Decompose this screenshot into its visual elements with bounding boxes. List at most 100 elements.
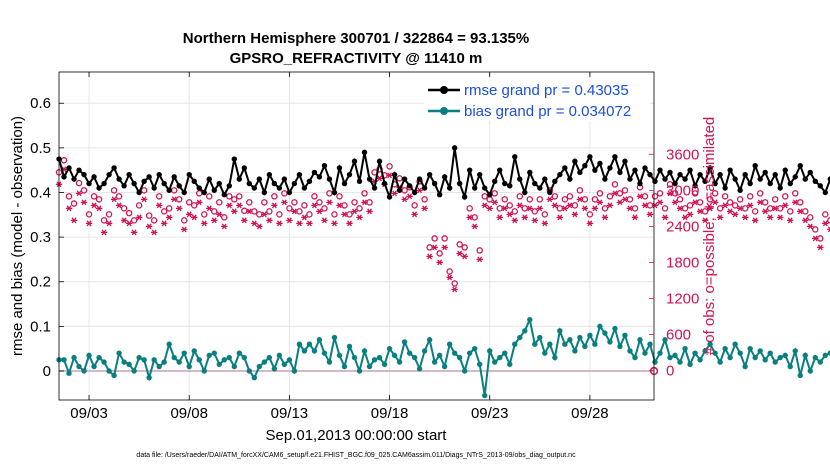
obs-assimilated-point — [616, 199, 624, 206]
obs-assimilated-point — [731, 211, 739, 218]
bias-point — [381, 361, 388, 367]
rmse-point — [96, 185, 102, 191]
bias-point — [371, 357, 378, 363]
obs-assimilated-point — [186, 211, 193, 218]
bias-point — [231, 363, 237, 370]
obs-assimilated-point — [191, 214, 198, 221]
bias-point — [572, 348, 578, 354]
obs-possible-point — [411, 202, 418, 209]
obs-assimilated-point — [311, 202, 318, 209]
rmse-point — [471, 185, 478, 191]
obs-assimilated-point — [782, 202, 789, 209]
rmse-point — [567, 176, 573, 182]
rmse-point — [176, 183, 182, 189]
obs-assimilated-point — [201, 220, 208, 227]
obs-assimilated-point — [296, 220, 303, 227]
rmse-point — [587, 154, 593, 160]
bias-point — [186, 363, 192, 370]
obs-assimilated-point — [276, 220, 283, 227]
bias-point — [106, 368, 112, 374]
obs-possible-point — [165, 205, 173, 212]
bias-point — [482, 392, 488, 399]
obs-possible-point — [236, 193, 243, 200]
legend-rmse-label: rmse grand pr = 0.43035 — [464, 82, 629, 99]
bias-point — [256, 363, 263, 370]
rmse-point — [677, 171, 683, 178]
y-axis-right-label: # of obs: o=possible; ∗=assimilated — [701, 117, 718, 356]
obs-assimilated-point — [506, 211, 513, 218]
y-left-tick-label: 0.3 — [30, 229, 51, 246]
rmse-point — [717, 171, 723, 178]
obs-assimilated-point — [716, 214, 724, 221]
bias-point — [567, 337, 573, 343]
rmse-point — [502, 180, 508, 187]
bias-point — [492, 359, 498, 365]
rmse-point — [396, 187, 403, 193]
rmse-point — [787, 180, 793, 187]
bias-point — [281, 361, 288, 367]
bias-point — [81, 368, 87, 374]
obs-assimilated-point — [576, 196, 584, 203]
bias-point — [121, 359, 127, 365]
rmse-point — [91, 174, 97, 180]
rmse-point — [572, 158, 578, 164]
obs-assimilated-point — [401, 196, 408, 203]
bias-point — [126, 361, 132, 367]
bias-point — [557, 328, 563, 334]
rmse-point — [166, 187, 172, 193]
bias-point — [396, 359, 403, 365]
obs-assimilated-point — [621, 196, 629, 203]
bias-point — [196, 357, 202, 363]
y-right-tick-label: 2400 — [666, 218, 699, 235]
bias-point — [206, 352, 212, 359]
bias-point — [271, 366, 278, 372]
obs-possible-point — [711, 190, 719, 197]
obs-possible-point — [226, 193, 233, 200]
bias-point — [662, 337, 668, 343]
rmse-point — [782, 167, 788, 173]
obs-assimilated-point — [426, 253, 433, 260]
obs-assimilated-point — [546, 196, 554, 203]
bias-point — [261, 359, 268, 365]
obs-possible-point — [491, 190, 498, 197]
bias-point — [306, 341, 313, 347]
bias-point — [236, 350, 243, 356]
bias-point — [246, 368, 253, 374]
obs-possible-point — [786, 208, 794, 215]
rmse-point — [101, 180, 107, 187]
obs-assimilated-point — [266, 217, 273, 224]
obs-assimilated-point — [100, 229, 108, 236]
bias-point — [336, 352, 343, 359]
bias-point — [266, 354, 273, 361]
chart-subtitle: GPSRO_REFRACTIVITY @ 11410 m — [230, 50, 483, 67]
obs-possible-point — [721, 193, 729, 200]
obs-assimilated-point — [80, 199, 88, 206]
obs-possible-point — [651, 193, 659, 200]
bias-point — [737, 350, 743, 356]
rmse-point — [271, 180, 278, 187]
obs-assimilated-point — [766, 214, 774, 221]
rmse-point — [156, 171, 162, 178]
rmse-point — [682, 176, 688, 182]
obs-assimilated-point — [386, 172, 393, 179]
bias-point — [522, 328, 528, 334]
obs-assimilated-point — [586, 220, 594, 227]
bias-point — [331, 334, 338, 341]
obs-possible-point — [231, 196, 238, 203]
bias-point — [156, 363, 162, 370]
obs-assimilated-point — [321, 217, 328, 224]
obs-assimilated-point — [416, 187, 423, 194]
obs-possible-point — [351, 199, 358, 206]
rmse-point — [497, 167, 503, 173]
obs-assimilated-point — [411, 211, 418, 218]
obs-assimilated-point — [441, 244, 448, 251]
bias-point — [161, 359, 167, 365]
obs-possible-point — [155, 193, 163, 200]
rmse-point — [537, 185, 543, 191]
obs-assimilated-point — [196, 199, 203, 206]
rmse-point — [552, 178, 558, 185]
obs-assimilated-point — [626, 205, 634, 212]
bias-point — [406, 350, 413, 356]
rmse-point — [492, 178, 498, 185]
bias-point — [436, 352, 443, 359]
